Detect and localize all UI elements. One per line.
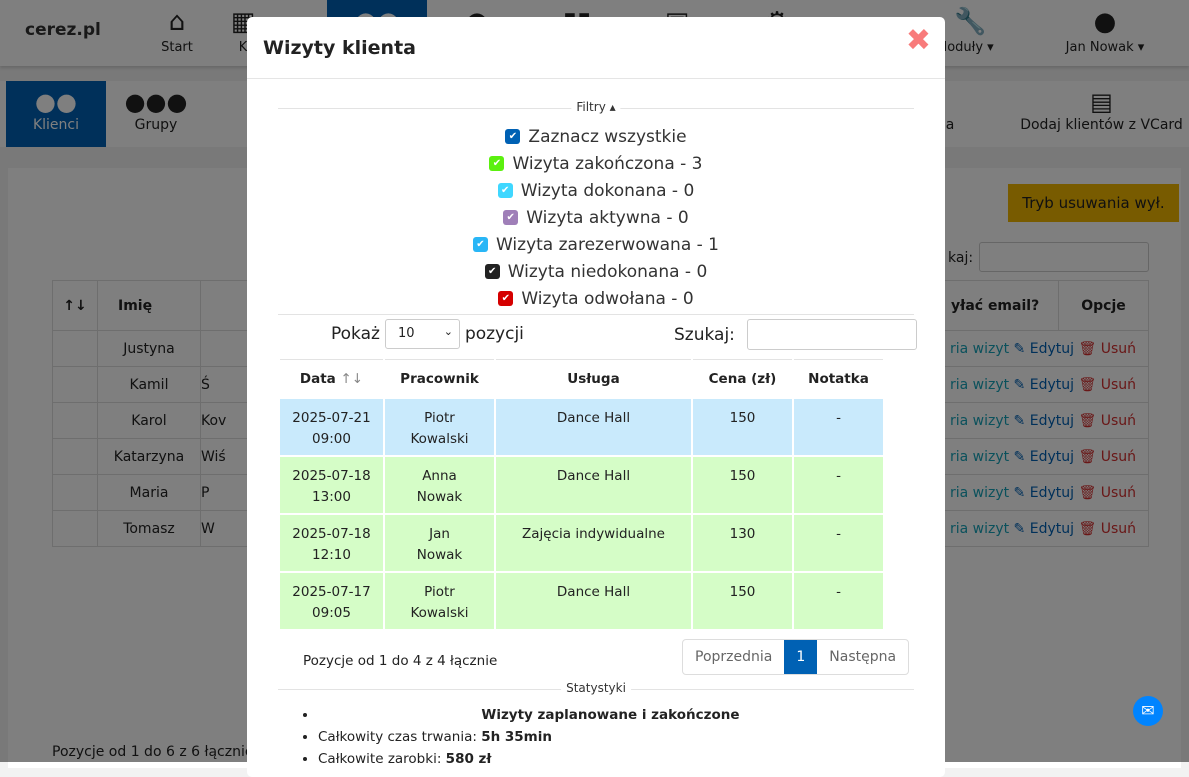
divider — [278, 314, 914, 315]
stats-divider: Statystyki — [278, 681, 914, 695]
close-icon[interactable]: ✖ — [905, 23, 931, 58]
visit-row[interactable]: 2025-07-18 12:10 Jan Nowak Zajęcia indywidua… — [280, 515, 883, 571]
visits-search-input[interactable] — [746, 319, 917, 350]
visits-table: Data ↑↓ Pracownik Usługa Cena (zł) Notatka 2… — [278, 357, 885, 631]
filter-checkbox[interactable]: ✔ Zaznacz wszystkie — [247, 123, 945, 150]
stats-title: Wizyty zaplanowane i zakończone — [318, 707, 903, 729]
sort-icon: ↑↓ — [340, 370, 364, 387]
filters-list: ✔ Zaznacz wszystkie ✔ Wizyta zakończona - 3… — [247, 123, 945, 312]
check-icon: ✔ — [503, 210, 519, 225]
page-1-button[interactable]: 1 — [784, 640, 818, 674]
filter-checkbox[interactable]: ✔ Wizyta zarezerwowana - 1 — [247, 231, 945, 258]
check-icon: ✔ — [498, 291, 514, 306]
pagination: Poprzednia 1 Następna — [682, 639, 910, 675]
prev-page-button[interactable]: Poprzednia — [695, 649, 773, 665]
visit-row[interactable]: 2025-07-17 09:05 Piotr Kowalski Dance Hall 15… — [280, 573, 883, 629]
filter-checkbox[interactable]: ✔ Wizyta aktywna - 0 — [247, 204, 945, 231]
check-icon: ✔ — [489, 156, 505, 171]
column-price[interactable]: Cena (zł) — [693, 359, 792, 397]
stats-duration: Całkowity czas trwania: 5h 35min — [318, 729, 903, 751]
column-service[interactable]: Usługa — [496, 359, 691, 397]
messenger-icon[interactable]: ✉ — [1133, 696, 1163, 726]
check-icon: ✔ — [505, 129, 521, 144]
filter-checkbox[interactable]: ✔ Wizyta dokonana - 0 — [247, 177, 945, 204]
stats-list: Wizyty zaplanowane i zakończone Całkowit… — [303, 707, 903, 773]
chevron-down-icon: ⌄ — [443, 325, 453, 338]
visit-row[interactable]: 2025-07-18 13:00 Anna Nowak Dance Hall 150- — [280, 457, 883, 513]
stats-earnings: Całkowite zarobki: 580 zł — [318, 751, 903, 773]
column-date[interactable]: Data ↑↓ — [280, 359, 383, 397]
check-icon: ✔ — [497, 183, 513, 198]
check-icon: ✔ — [484, 264, 500, 279]
modal-title: Wizyty klienta — [263, 37, 416, 59]
visit-row[interactable]: 2025-07-21 09:00 Piotr Kowalski Dance Hall 15… — [280, 399, 883, 455]
client-visits-modal: Wizyty klienta ✖ Filtry ▴ ✔ Zaznacz wszyst… — [247, 17, 945, 777]
filter-checkbox[interactable]: ✔ Wizyta niedokonana - 0 — [247, 258, 945, 285]
visits-info: Pozycje od 1 do 4 z 4 łącznie — [303, 653, 498, 669]
page-length-select[interactable]: 10 ⌄ — [384, 319, 460, 349]
filter-checkbox[interactable]: ✔ Wizyta zakończona - 3 — [247, 150, 945, 177]
filter-checkbox[interactable]: ✔ Wizyta odwołana - 0 — [247, 285, 945, 312]
column-note[interactable]: Notatka — [794, 359, 883, 397]
filters-toggle[interactable]: Filtry ▴ — [278, 100, 914, 114]
next-page-button[interactable]: Następna — [829, 649, 897, 665]
column-employee[interactable]: Pracownik — [385, 359, 494, 397]
check-icon: ✔ — [473, 237, 488, 252]
